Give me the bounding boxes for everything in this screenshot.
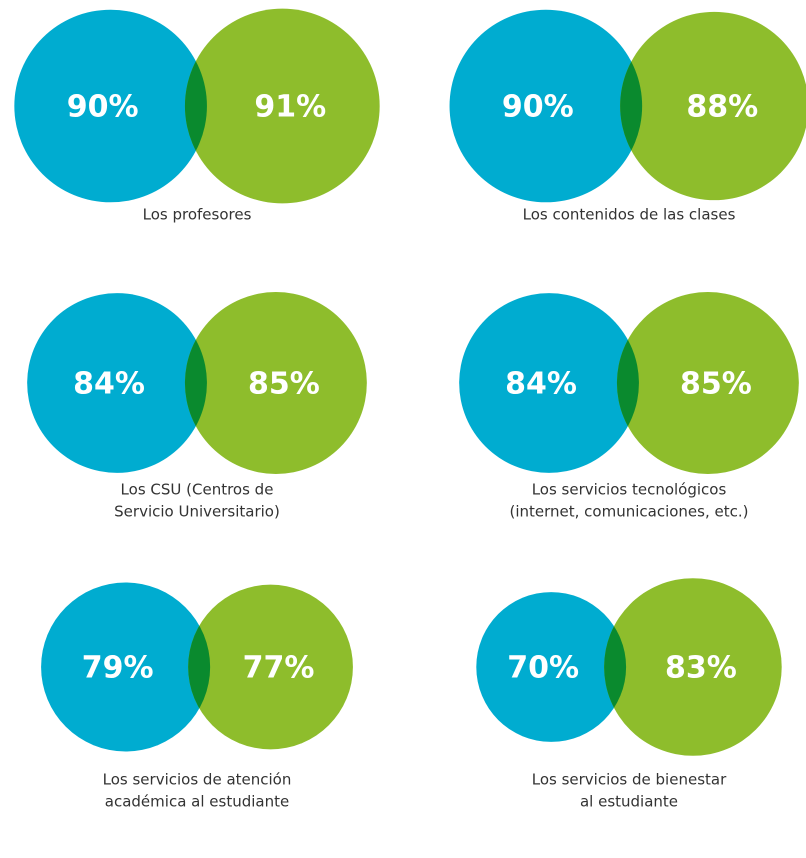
chart-label: Los servicios tecnológicos <box>532 481 727 499</box>
circle <box>620 11 806 201</box>
value-label: 85% <box>248 367 320 402</box>
circle <box>459 293 639 473</box>
circle <box>14 9 207 203</box>
circle <box>616 292 799 474</box>
value-label: 79% <box>82 651 154 686</box>
circle <box>41 582 211 752</box>
value-label: 77% <box>243 651 315 686</box>
circle <box>27 293 207 473</box>
value-label: 88% <box>686 90 758 125</box>
venn-pair: 90% 88% Los contenidos de las clases <box>449 9 806 224</box>
value-label: 70% <box>507 651 579 686</box>
value-label: 90% <box>67 90 139 125</box>
chart-label: Los contenidos de las clases <box>523 206 736 224</box>
value-label: 84% <box>505 367 577 402</box>
circle <box>184 292 367 474</box>
circle <box>449 9 643 203</box>
value-label: 83% <box>665 651 737 686</box>
value-label: 90% <box>502 90 574 125</box>
chart-label: académica al estudiante <box>105 793 289 811</box>
chart-label: Los servicios de atención <box>103 771 292 789</box>
chart-label: al estudiante <box>580 793 678 811</box>
venn-pair: 84% 85% Los servicios tecnológicos (interne… <box>459 292 799 521</box>
circle <box>476 592 627 742</box>
chart-label: (internet, comunicaciones, etc.) <box>509 503 748 521</box>
circle <box>188 584 353 750</box>
venn-pair: 79% 77% Los servicios de atención académica… <box>41 582 353 811</box>
circle <box>184 8 380 204</box>
venn-pair: 90% 91% Los profesores <box>14 8 380 224</box>
chart-label: Los profesores <box>143 206 252 224</box>
chart-label: Los servicios de bienestar <box>532 771 727 789</box>
value-label: 85% <box>680 367 752 402</box>
value-label: 84% <box>73 367 145 402</box>
value-label: 91% <box>254 90 326 125</box>
chart-label: Los CSU (Centros de <box>121 481 274 499</box>
chart-label: Servicio Universitario) <box>114 503 280 521</box>
venn-pair: 84% 85% Los CSU (Centros de Servicio Univer… <box>27 292 367 521</box>
circle <box>604 578 782 756</box>
venn-pair: 70% 83% Los servicios de bienestar al estud… <box>476 578 782 811</box>
